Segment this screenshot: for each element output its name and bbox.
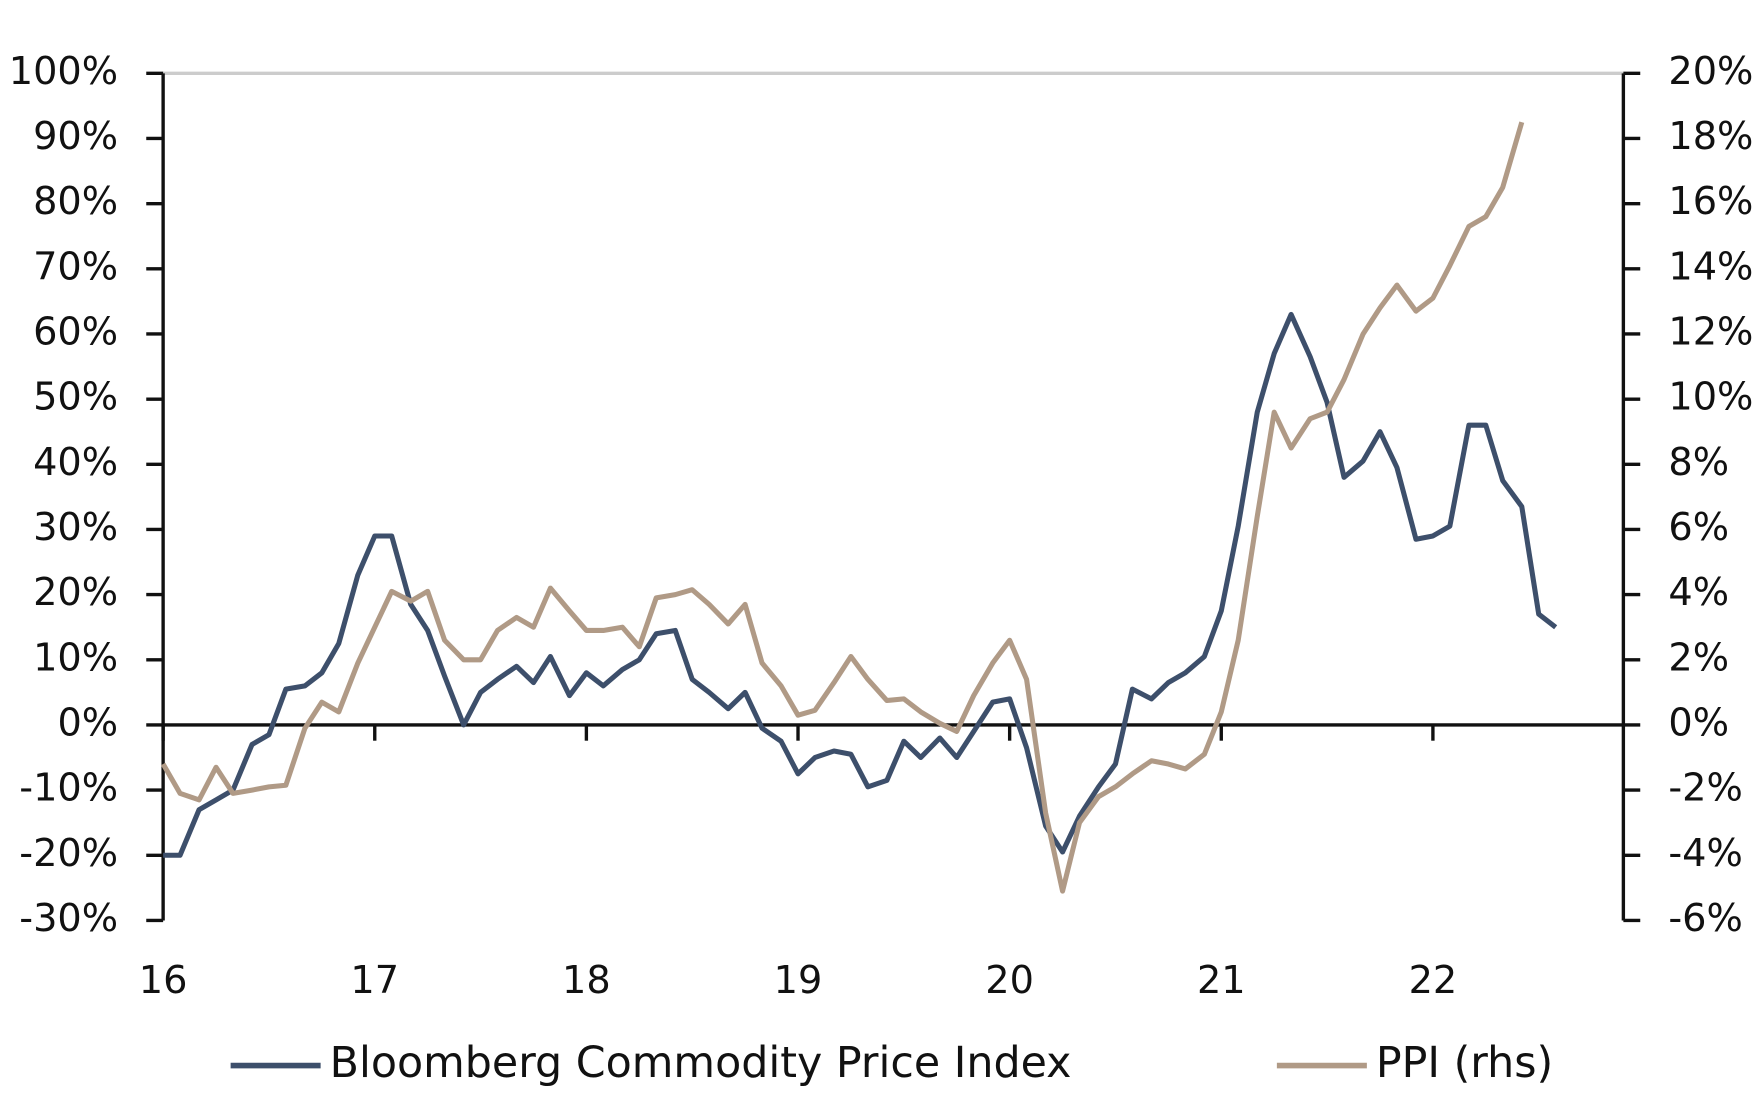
legend-label: PPI (rhs) xyxy=(1376,1038,1553,1088)
y2-tick-label: 14% xyxy=(1668,244,1753,289)
y-tick-label: 80% xyxy=(33,179,118,224)
x-tick-label: 21 xyxy=(1197,958,1246,1003)
y-tick-label: 10% xyxy=(33,635,118,680)
y2-tick-label: 10% xyxy=(1668,375,1753,420)
y-tick-label: -20% xyxy=(19,831,118,876)
y-tick-label: 50% xyxy=(33,375,118,420)
x-tick-label: 18 xyxy=(562,958,611,1003)
y2-tick-label: 0% xyxy=(1668,700,1729,745)
y-tick-label: 20% xyxy=(33,570,118,615)
y-tick-label: 40% xyxy=(33,440,118,485)
series-line xyxy=(163,311,1558,858)
legend-label: Bloomberg Commodity Price Index xyxy=(330,1038,1072,1088)
y2-tick-label: 16% xyxy=(1668,179,1753,224)
y2-tick-label: 2% xyxy=(1668,635,1729,680)
y2-tick-label: 12% xyxy=(1668,309,1753,354)
y2-tick-label: 8% xyxy=(1668,440,1729,485)
y2-tick-label: -2% xyxy=(1668,766,1742,811)
x-tick-label: 19 xyxy=(774,958,823,1003)
series-line xyxy=(160,121,1525,894)
y-tick-label: -10% xyxy=(19,766,118,811)
y2-tick-label: 18% xyxy=(1668,114,1753,159)
y-tick-label: 100% xyxy=(9,49,118,94)
y-tick-label: -30% xyxy=(19,896,118,941)
x-tick-label: 16 xyxy=(139,958,188,1003)
y-tick-label: 60% xyxy=(33,309,118,354)
y-tick-label: 70% xyxy=(33,244,118,289)
y2-tick-label: -6% xyxy=(1668,896,1742,941)
y2-tick-label: 20% xyxy=(1668,49,1753,94)
y-tick-label: 90% xyxy=(33,114,118,159)
y2-tick-label: 6% xyxy=(1668,505,1729,550)
y-tick-label: 0% xyxy=(57,700,118,745)
y2-tick-label: -4% xyxy=(1668,831,1742,876)
x-tick-label: 17 xyxy=(350,958,399,1003)
y2-tick-label: 4% xyxy=(1668,570,1729,615)
y-tick-label: 30% xyxy=(33,505,118,550)
x-tick-label: 20 xyxy=(985,958,1034,1003)
x-tick-label: 22 xyxy=(1409,958,1458,1003)
